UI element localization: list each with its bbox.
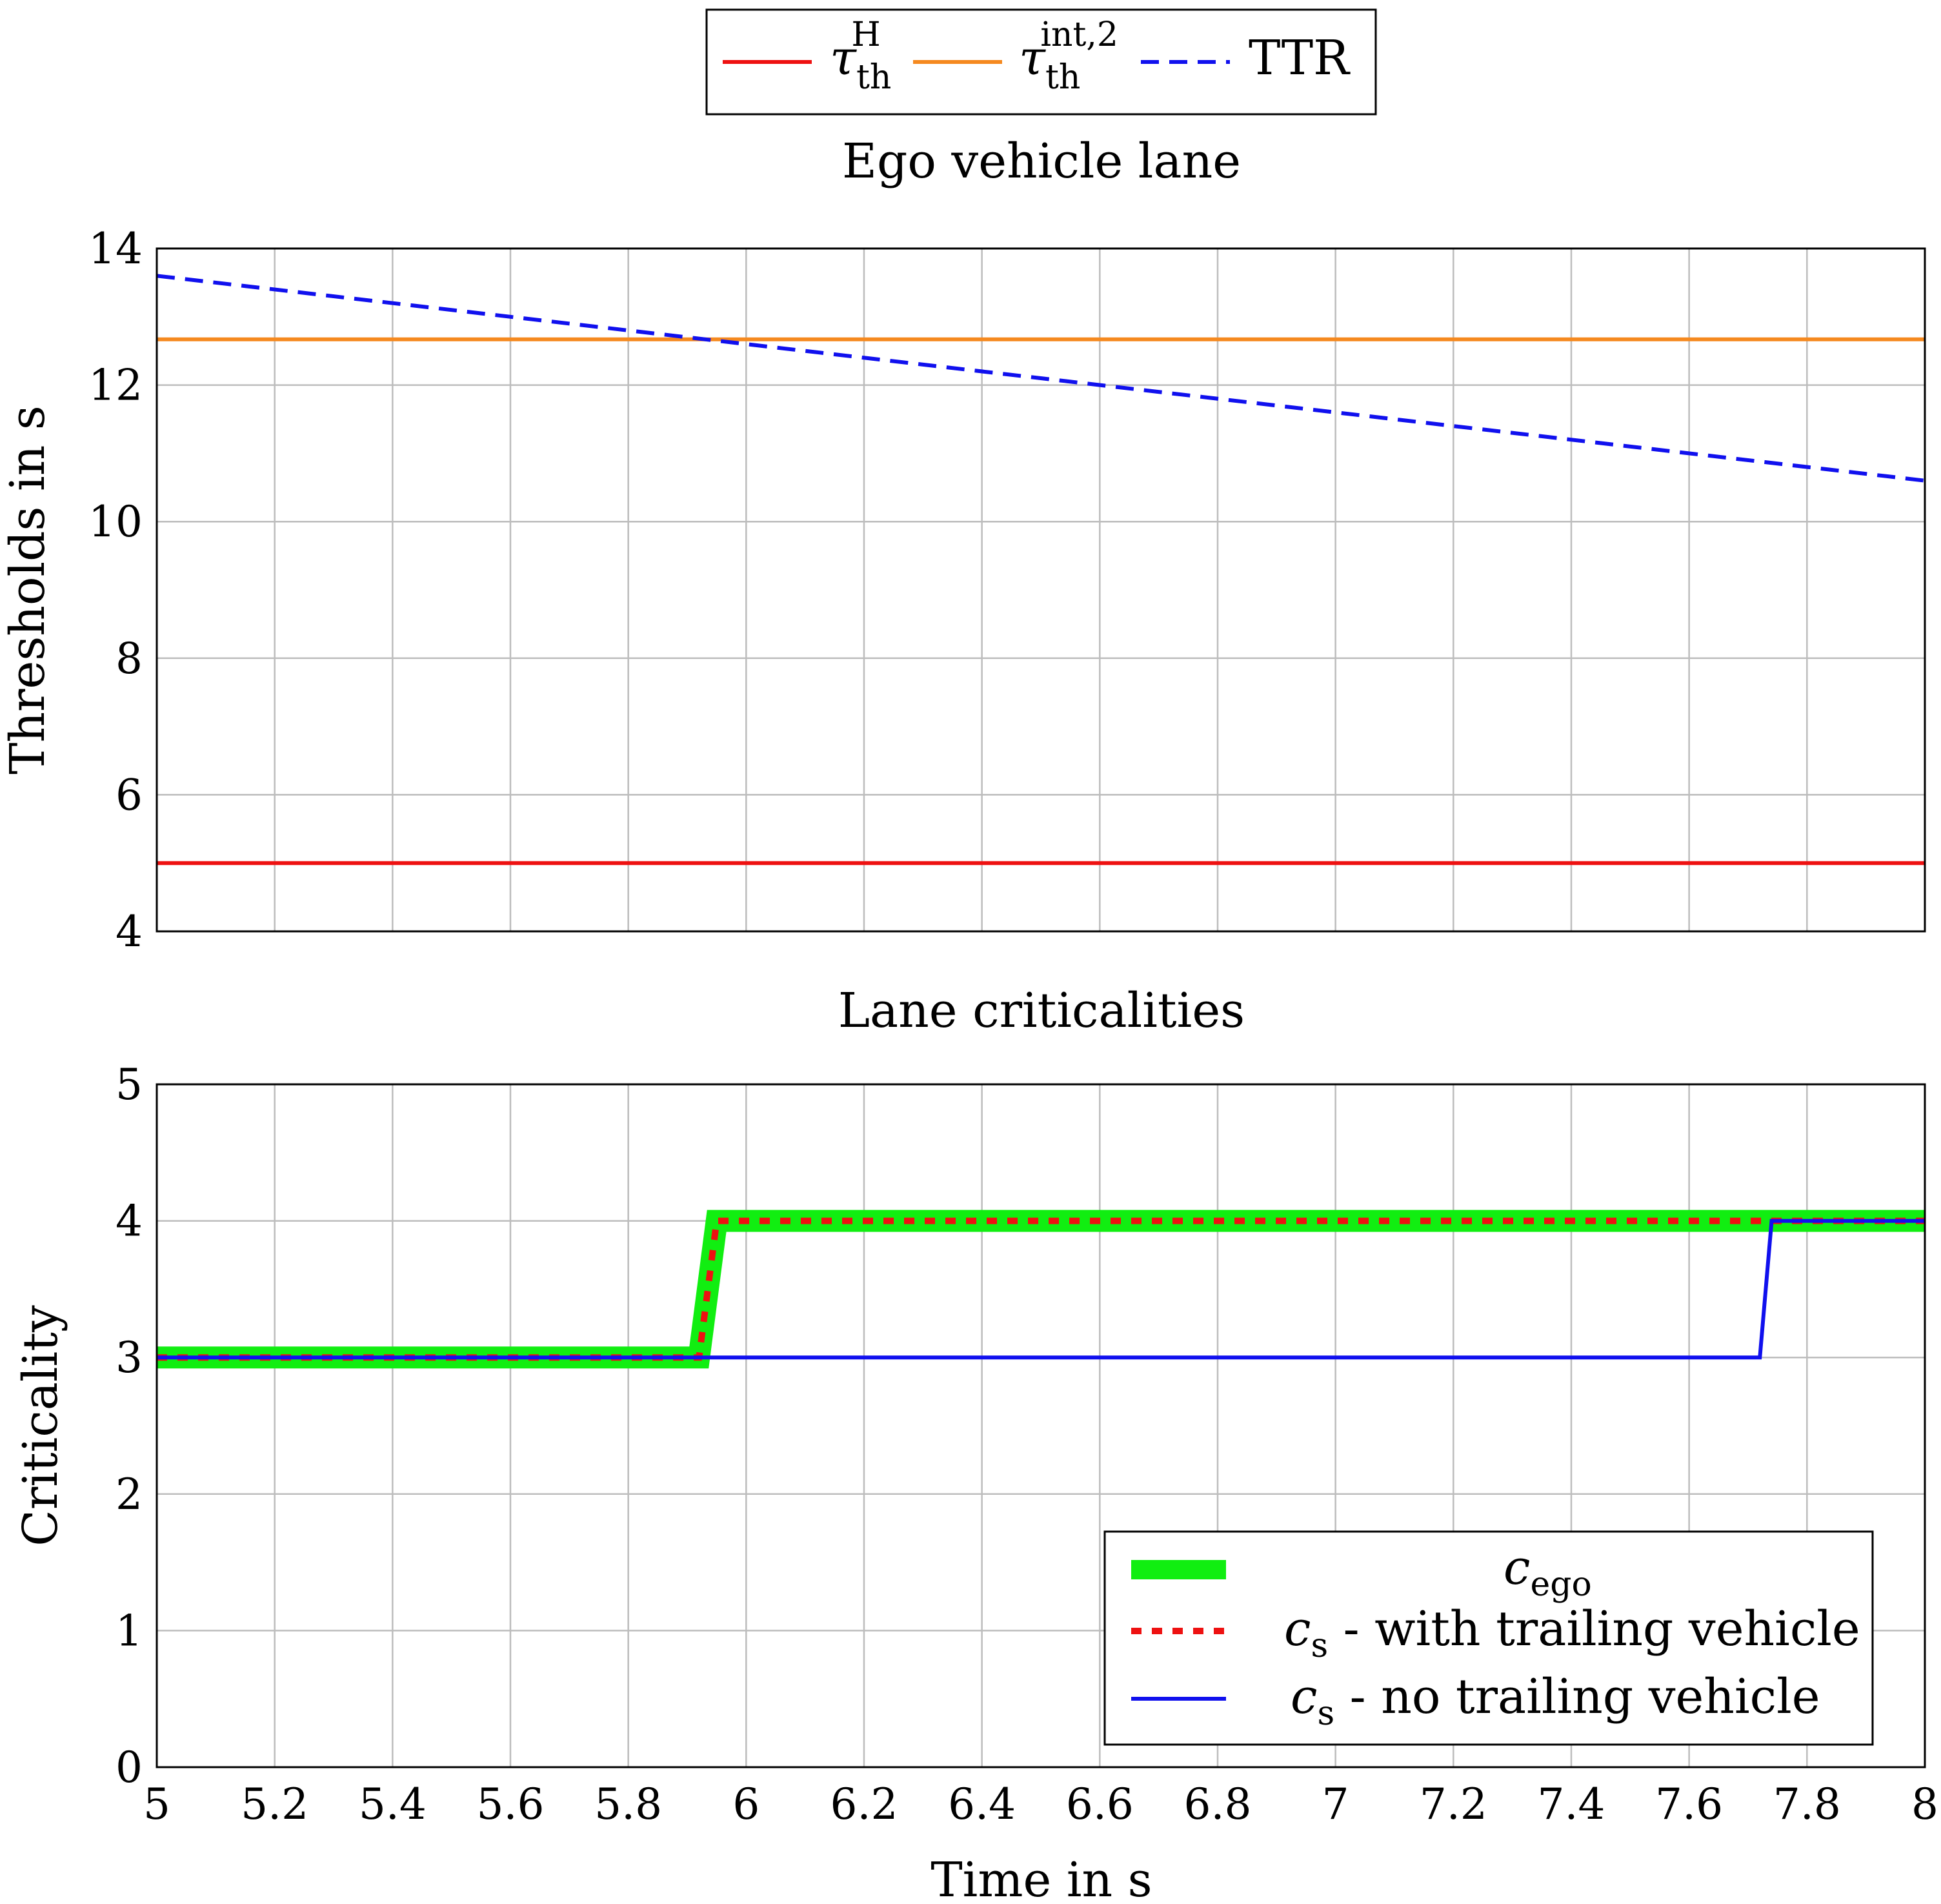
y-tick-label: 0 bbox=[116, 1743, 143, 1792]
bottom-legend-label-2: cs - no trailing vehicle bbox=[1291, 1669, 1820, 1733]
top-y-axis-label: Thresholds in s bbox=[0, 405, 55, 775]
x-tick-label: 8 bbox=[1911, 1779, 1938, 1829]
top-legend-label-1: τthint,2 bbox=[1019, 15, 1118, 97]
x-tick-label: 7.2 bbox=[1420, 1779, 1487, 1829]
y-tick-label: 1 bbox=[116, 1606, 143, 1656]
y-tick-label: 4 bbox=[116, 1197, 143, 1246]
series-line-bottom-2 bbox=[157, 1219, 1925, 1360]
top-legend-box bbox=[705, 8, 1377, 116]
y-tick-label: 4 bbox=[116, 907, 143, 957]
bottom-legend-label-1: cs - with trailing vehicle bbox=[1284, 1601, 1860, 1665]
x-tick-label: 5 bbox=[143, 1779, 170, 1829]
y-tick-label: 5 bbox=[116, 1060, 143, 1109]
series-line-bottom-0 bbox=[157, 1210, 1925, 1369]
y-tick-label: 12 bbox=[88, 361, 143, 410]
x-tick-label: 6.4 bbox=[948, 1779, 1016, 1829]
bottom-chart-title: Lane criticalities bbox=[838, 983, 1245, 1038]
x-tick-label: 5.4 bbox=[359, 1779, 427, 1829]
y-tick-label: 2 bbox=[116, 1470, 143, 1519]
bottom-x-axis-label: Time in s bbox=[930, 1852, 1152, 1904]
top-legend-label-2: TTR bbox=[1249, 30, 1351, 86]
series-line-top-2 bbox=[156, 274, 1926, 483]
y-tick-label: 6 bbox=[116, 770, 143, 820]
bottom-plot-frame bbox=[156, 1083, 1926, 1768]
x-tick-label: 6.8 bbox=[1184, 1779, 1252, 1829]
x-tick-label: 7.8 bbox=[1773, 1779, 1841, 1829]
bottom-legend-box bbox=[1103, 1530, 1874, 1746]
top-chart-title: Ego vehicle lane bbox=[842, 134, 1241, 189]
x-tick-label: 5.6 bbox=[477, 1779, 545, 1829]
bottom-y-axis-label: Criticality bbox=[13, 1305, 68, 1546]
top-legend: τthH τthint,2 TTR bbox=[705, 8, 1377, 116]
x-tick-label: 7 bbox=[1322, 1779, 1349, 1829]
top-legend-label-0: τthH bbox=[830, 15, 891, 97]
x-tick-label: 7.4 bbox=[1538, 1779, 1605, 1829]
bottom-chart: Lane criticalities 0 1 2 3 4 5 5 5.2 5.4 5.6 5.8 6… bbox=[13, 983, 1938, 1904]
series-line-bottom-1 bbox=[157, 1217, 1925, 1361]
x-tick-label: 6.6 bbox=[1066, 1779, 1134, 1829]
x-tick-label: 5.8 bbox=[594, 1779, 662, 1829]
x-tick-label: 6 bbox=[732, 1779, 759, 1829]
y-tick-label: 8 bbox=[116, 634, 143, 684]
y-tick-label: 14 bbox=[88, 224, 143, 274]
top-plot-frame bbox=[156, 247, 1926, 933]
y-tick-label: 10 bbox=[88, 497, 143, 547]
y-tick-label: 3 bbox=[116, 1333, 143, 1382]
top-chart: Ego vehicle lane 4 6 8 10 12 14 Thresholds in… bbox=[0, 134, 1926, 957]
bottom-legend-label-0: cego bbox=[1504, 1540, 1592, 1604]
x-tick-label: 7.6 bbox=[1655, 1779, 1723, 1829]
x-tick-label: 5.2 bbox=[241, 1779, 308, 1829]
x-tick-label: 6.2 bbox=[830, 1779, 898, 1829]
